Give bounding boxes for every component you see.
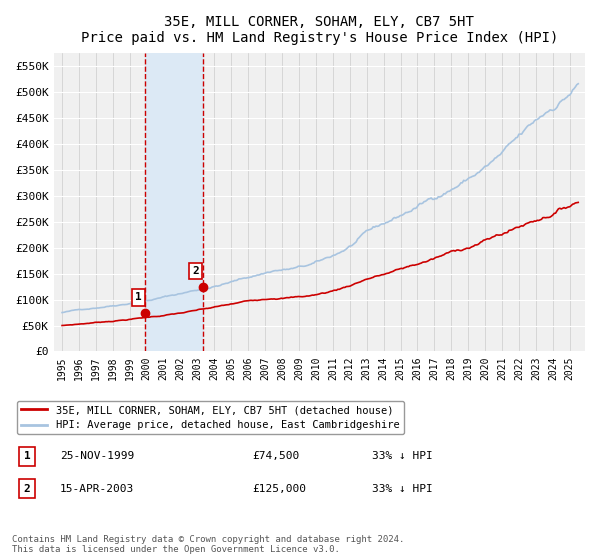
Title: 35E, MILL CORNER, SOHAM, ELY, CB7 5HT
Price paid vs. HM Land Registry's House Pr: 35E, MILL CORNER, SOHAM, ELY, CB7 5HT Pr… [80,15,558,45]
Text: 15-APR-2003: 15-APR-2003 [60,484,134,494]
Text: 25-NOV-1999: 25-NOV-1999 [60,451,134,461]
Legend: 35E, MILL CORNER, SOHAM, ELY, CB7 5HT (detached house), HPI: Average price, deta: 35E, MILL CORNER, SOHAM, ELY, CB7 5HT (d… [17,401,404,435]
Text: £74,500: £74,500 [252,451,299,461]
Text: 2: 2 [23,484,31,494]
Text: 2: 2 [193,266,199,276]
Text: 1: 1 [23,451,31,461]
Text: 33% ↓ HPI: 33% ↓ HPI [372,484,433,494]
Bar [145,53,203,352]
Text: 1: 1 [135,292,142,302]
Text: 33% ↓ HPI: 33% ↓ HPI [372,451,433,461]
Text: Contains HM Land Registry data © Crown copyright and database right 2024.
This d: Contains HM Land Registry data © Crown c… [12,535,404,554]
Text: £125,000: £125,000 [252,484,306,494]
